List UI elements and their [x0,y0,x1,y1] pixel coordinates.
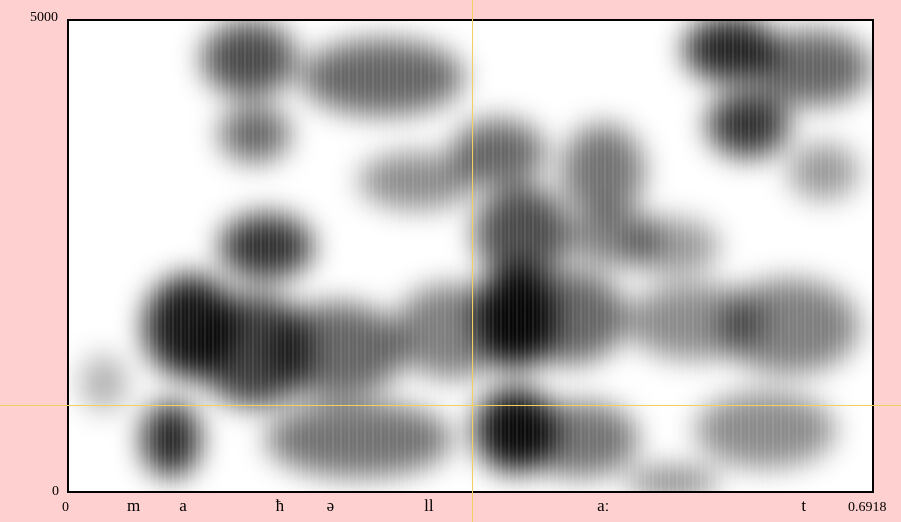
segment-label-3: ə [326,496,335,515]
segment-label-4: ll [424,496,434,515]
energy-blob-26 [695,392,836,468]
energy-blob-27 [80,354,128,412]
energy-blob-15 [510,270,627,365]
energy-blob-6 [266,303,406,397]
y-axis-max-label: 5000 [30,10,58,25]
energy-blob-22 [707,91,789,158]
energy-blob-24 [788,143,859,200]
pulse-striations [148,21,862,491]
x-axis-max-label: 0.6918 [848,500,887,515]
x-axis-min-label: 0 [62,500,69,515]
energy-blob-21 [684,21,778,83]
energy-blob-3 [219,213,313,280]
segment-label-0: m [127,496,141,515]
cursor-horizontal-line [0,405,901,406]
energy-blob-16 [521,401,638,477]
segment-label-2: ħ [275,496,285,515]
spectrogram-plot[interactable] [67,19,874,493]
energy-blob-8 [301,39,464,115]
energy-blob-13 [475,185,569,280]
energy-blob-0 [142,401,201,477]
segment-label-6: t [801,496,807,515]
energy-blob-19 [626,218,720,275]
energy-blob-7 [266,401,453,477]
energy-blob-5 [219,105,290,162]
energy-blob-4 [202,21,296,97]
energy-blob-23 [753,30,870,106]
energy-blob-28 [626,467,720,491]
y-axis-min-label: 0 [52,484,59,499]
energy-blob-14 [452,119,545,186]
energy-blob-17 [562,124,644,219]
energy-blob-9 [359,152,476,209]
energy-blob-25 [719,279,859,374]
spectrogram-image [80,21,870,491]
segment-label-5: aː [597,496,610,515]
segment-label-1: a [179,496,187,515]
cursor-vertical-line [472,0,473,522]
